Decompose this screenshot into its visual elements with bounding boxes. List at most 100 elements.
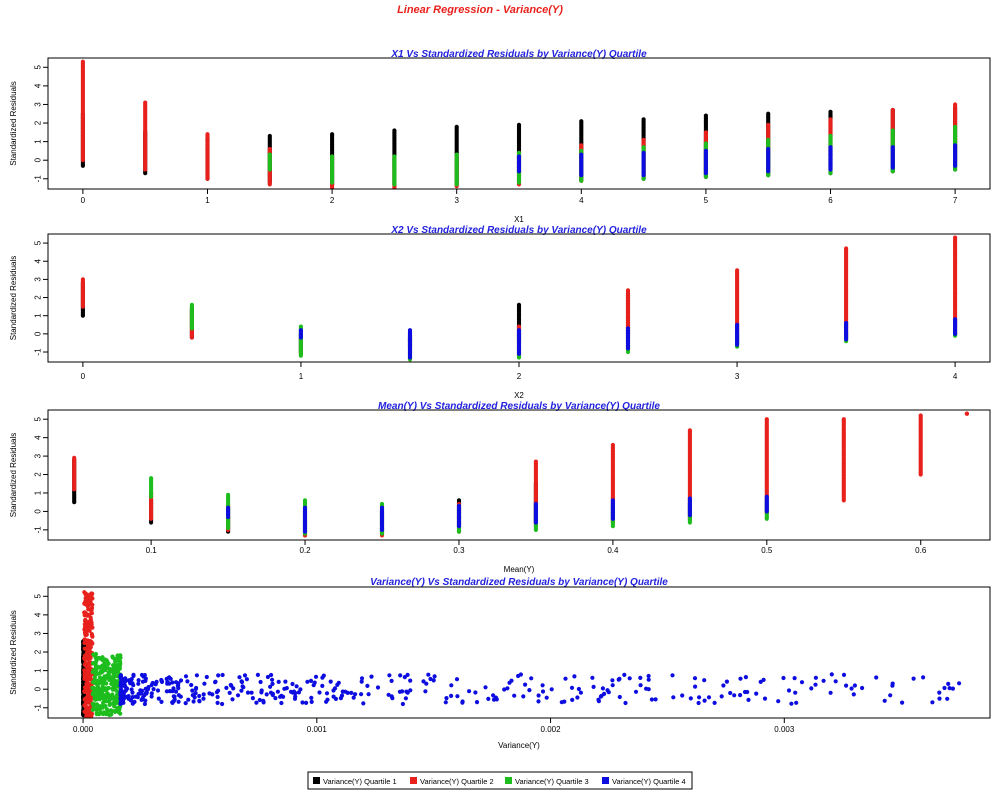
data-point (697, 695, 702, 700)
y-tick-label: -1 (34, 526, 43, 534)
data-point (142, 701, 147, 707)
panel-4: Variance(Y) Vs Standardized Residuals by… (9, 577, 991, 750)
data-point (579, 148, 584, 153)
data-point (151, 687, 156, 692)
data-point (764, 494, 769, 499)
data-point (216, 673, 221, 678)
data-point (540, 683, 545, 688)
data-point (957, 681, 962, 686)
data-point (900, 700, 905, 705)
data-point (117, 654, 122, 659)
data-point (828, 117, 833, 122)
data-point (191, 699, 196, 704)
series-q2 (72, 411, 970, 538)
series-q3 (189, 302, 958, 362)
data-point (328, 679, 333, 684)
data-point (143, 690, 148, 696)
data-point (509, 678, 514, 683)
data-point (265, 674, 270, 680)
y-tick-label: 1 (34, 313, 43, 318)
data-point (491, 693, 496, 698)
data-point (533, 459, 539, 464)
data-point (762, 696, 768, 701)
data-point (742, 689, 748, 695)
data-point (646, 677, 651, 682)
data-point (230, 697, 235, 702)
y-tick-label: 1 (34, 490, 43, 495)
data-point (617, 676, 622, 682)
data-point (197, 693, 202, 699)
data-point (366, 692, 371, 697)
data-point (87, 708, 92, 713)
data-point (455, 694, 460, 699)
data-point (119, 677, 124, 682)
data-point (304, 700, 309, 706)
data-point (890, 128, 895, 133)
y-axis: -1 0 1 2 3 4 5 (34, 65, 48, 182)
data-point (90, 633, 95, 638)
y-tick-label: 0 (34, 331, 43, 336)
y-tick-label: 0 (34, 686, 43, 691)
y-axis-label: Standardized Residuals (9, 256, 18, 341)
data-point (330, 154, 335, 159)
y-tick-label: 2 (34, 649, 43, 654)
y-tick-label: 1 (34, 668, 43, 673)
data-point (692, 676, 698, 681)
data-point (149, 476, 154, 481)
x-tick-label: 3 (454, 196, 459, 205)
data-point (189, 682, 194, 688)
data-point (443, 700, 448, 705)
data-point (572, 674, 577, 679)
data-point (400, 689, 405, 694)
data-point (473, 690, 478, 695)
data-point (387, 673, 392, 678)
data-point (149, 682, 154, 688)
legend-swatch-q2 (410, 777, 417, 784)
data-point (746, 697, 751, 703)
data-point (467, 689, 472, 694)
data-point (687, 428, 693, 433)
data-point (224, 685, 229, 691)
data-point (82, 618, 88, 624)
series-q4 (118, 672, 962, 707)
data-point (375, 685, 381, 690)
data-point (201, 692, 206, 697)
data-point (776, 699, 781, 704)
data-point (298, 324, 303, 329)
y-tick-label: 3 (34, 631, 43, 636)
data-point (146, 685, 151, 690)
data-point (724, 679, 730, 684)
data-point (92, 660, 98, 665)
data-point (792, 676, 797, 681)
legend-swatch-q4 (602, 777, 609, 784)
data-point (86, 623, 91, 628)
data-point (559, 700, 564, 705)
data-point (610, 678, 615, 683)
data-point (242, 673, 248, 678)
data-point (309, 695, 314, 701)
data-point (671, 695, 676, 700)
data-point (84, 612, 89, 617)
data-point (165, 681, 170, 686)
data-point (365, 683, 370, 689)
data-point (201, 696, 206, 701)
data-point (226, 492, 231, 497)
data-point (92, 678, 97, 683)
legend-label-q2: Variance(Y) Quartile 2 (420, 777, 494, 786)
data-point (646, 673, 651, 679)
y-axis-label: Standardized Residuals (9, 433, 18, 518)
data-point (590, 675, 595, 680)
data-point (205, 132, 210, 137)
data-point (606, 690, 611, 695)
data-point (87, 665, 92, 670)
x-tick-label: 0.3 (453, 546, 465, 555)
x-tick-label: 0.000 (73, 725, 94, 734)
data-point (115, 665, 120, 670)
y-axis-label: Standardized Residuals (9, 610, 18, 695)
y-tick-label: 3 (34, 453, 43, 458)
data-point (202, 681, 207, 686)
data-point (474, 700, 480, 705)
y-tick-label: 5 (34, 594, 43, 599)
data-point (325, 697, 330, 702)
